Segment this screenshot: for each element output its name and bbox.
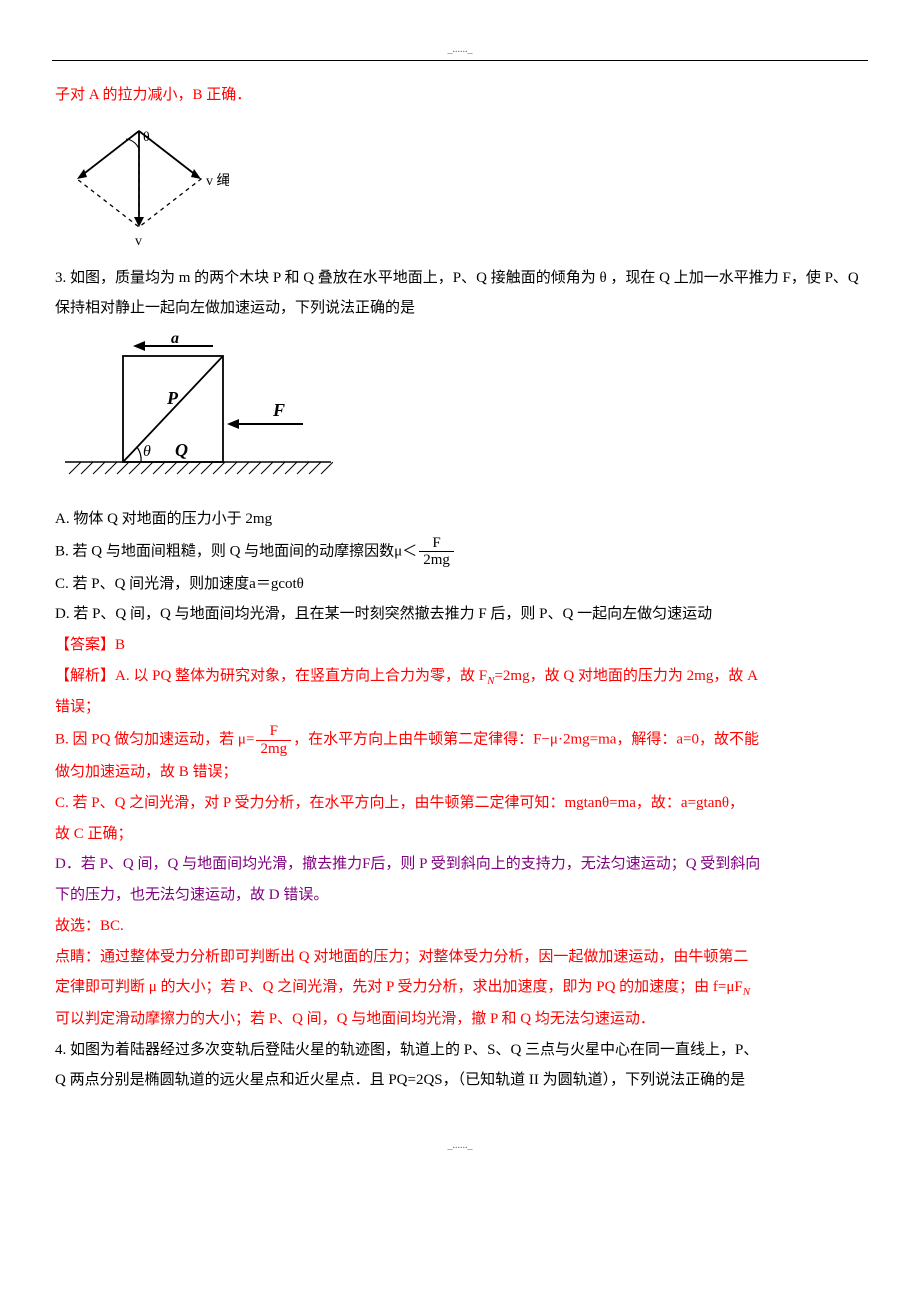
prev-solution-tail: 子对 A 的拉力减小，B 正确． [55, 80, 865, 111]
note-line-3: 可以判定滑动摩擦力的大小；若 P、Q 间，Q 与地面间均光滑，撤 P 和 Q 均… [55, 1004, 865, 1035]
header-rule [52, 60, 868, 61]
figure-pq-blocks: θ P Q a F [63, 334, 865, 496]
analysis-a-2: 错误； [55, 692, 865, 723]
fig1-theta-label: θ [143, 130, 150, 145]
footer-marker: _......_ [55, 1136, 865, 1157]
q3-stem: 3. 如图，质量均为 m 的两个木块 P 和 Q 叠放在水平地面上，P、Q 接触… [55, 263, 865, 325]
fig2-f-label: F [272, 400, 285, 420]
analysis-d: D．若 P、Q 间，Q 与地面间均光滑，撤去推力F后，则 P 受到斜向上的支持力… [55, 849, 865, 880]
analysis-c-2: 故 C 正确； [55, 819, 865, 850]
analysis-a: 【解析】A. 以 PQ 整体为研究对象，在竖直方向上合力为零，故 FN=2mg，… [55, 661, 865, 693]
fig2-a-label: a [171, 334, 179, 347]
fig2-p-label: P [166, 388, 179, 408]
fig2-q-label: Q [175, 440, 188, 460]
q3-option-b: B. 若 Q 与地面间粗糙，则 Q 与地面间的动摩擦因数μ＜F2mg [55, 535, 865, 569]
q3-option-a: A. 物体 Q 对地面的压力小于 2mg [55, 504, 865, 535]
analysis-pick: 故选：BC. [55, 911, 865, 942]
note-line-1: 点睛：通过整体受力分析即可判断出 Q 对地面的压力；对整体受力分析，因一起做加速… [55, 942, 865, 973]
fig1-v-bottom-label: v [135, 234, 142, 247]
figure-velocity-diamond: θ v 绳 v [59, 119, 865, 259]
q3-option-d: D. 若 P、Q 间，Q 与地面间均光滑，且在某一时刻突然撤去推力 F 后，则 … [55, 599, 865, 630]
answer-line: 【答案】B [55, 630, 865, 661]
analysis-d-2: 下的压力，也无法匀速运动，故 D 错误。 [55, 880, 865, 911]
analysis-b-2: 做匀加速运动，故 B 错误； [55, 757, 865, 788]
q4-stem-2: Q 两点分别是椭圆轨道的远火星点和近火星点．且 PQ=2QS，（已知轨道 II … [55, 1065, 865, 1096]
fig2-theta-label: θ [143, 443, 151, 460]
q4-stem-1: 4. 如图为着陆器经过多次变轨后登陆火星的轨迹图，轨道上的 P、S、Q 三点与火… [55, 1035, 865, 1066]
note-line-2: 定律即可判断 μ 的大小；若 P、Q 之间光滑，先对 P 受力分析，求出加速度，… [55, 972, 865, 1004]
analysis-b: B. 因 PQ 做匀加速运动，若 μ=F2mg，在水平方向上由牛顿第二定律得：F… [55, 723, 865, 757]
analysis-c: C. 若 P、Q 之间光滑，对 P 受力分析，在水平方向上，由牛顿第二定律可知：… [55, 788, 865, 819]
fig1-v-right-label: v 绳 [206, 173, 229, 189]
document-body: 子对 A 的拉力减小，B 正确． θ v 绳 v [55, 80, 865, 1157]
q3-option-c: C. 若 P、Q 间光滑，则加速度a＝gcotθ [55, 569, 865, 600]
header-marker: _......_ [0, 44, 920, 55]
